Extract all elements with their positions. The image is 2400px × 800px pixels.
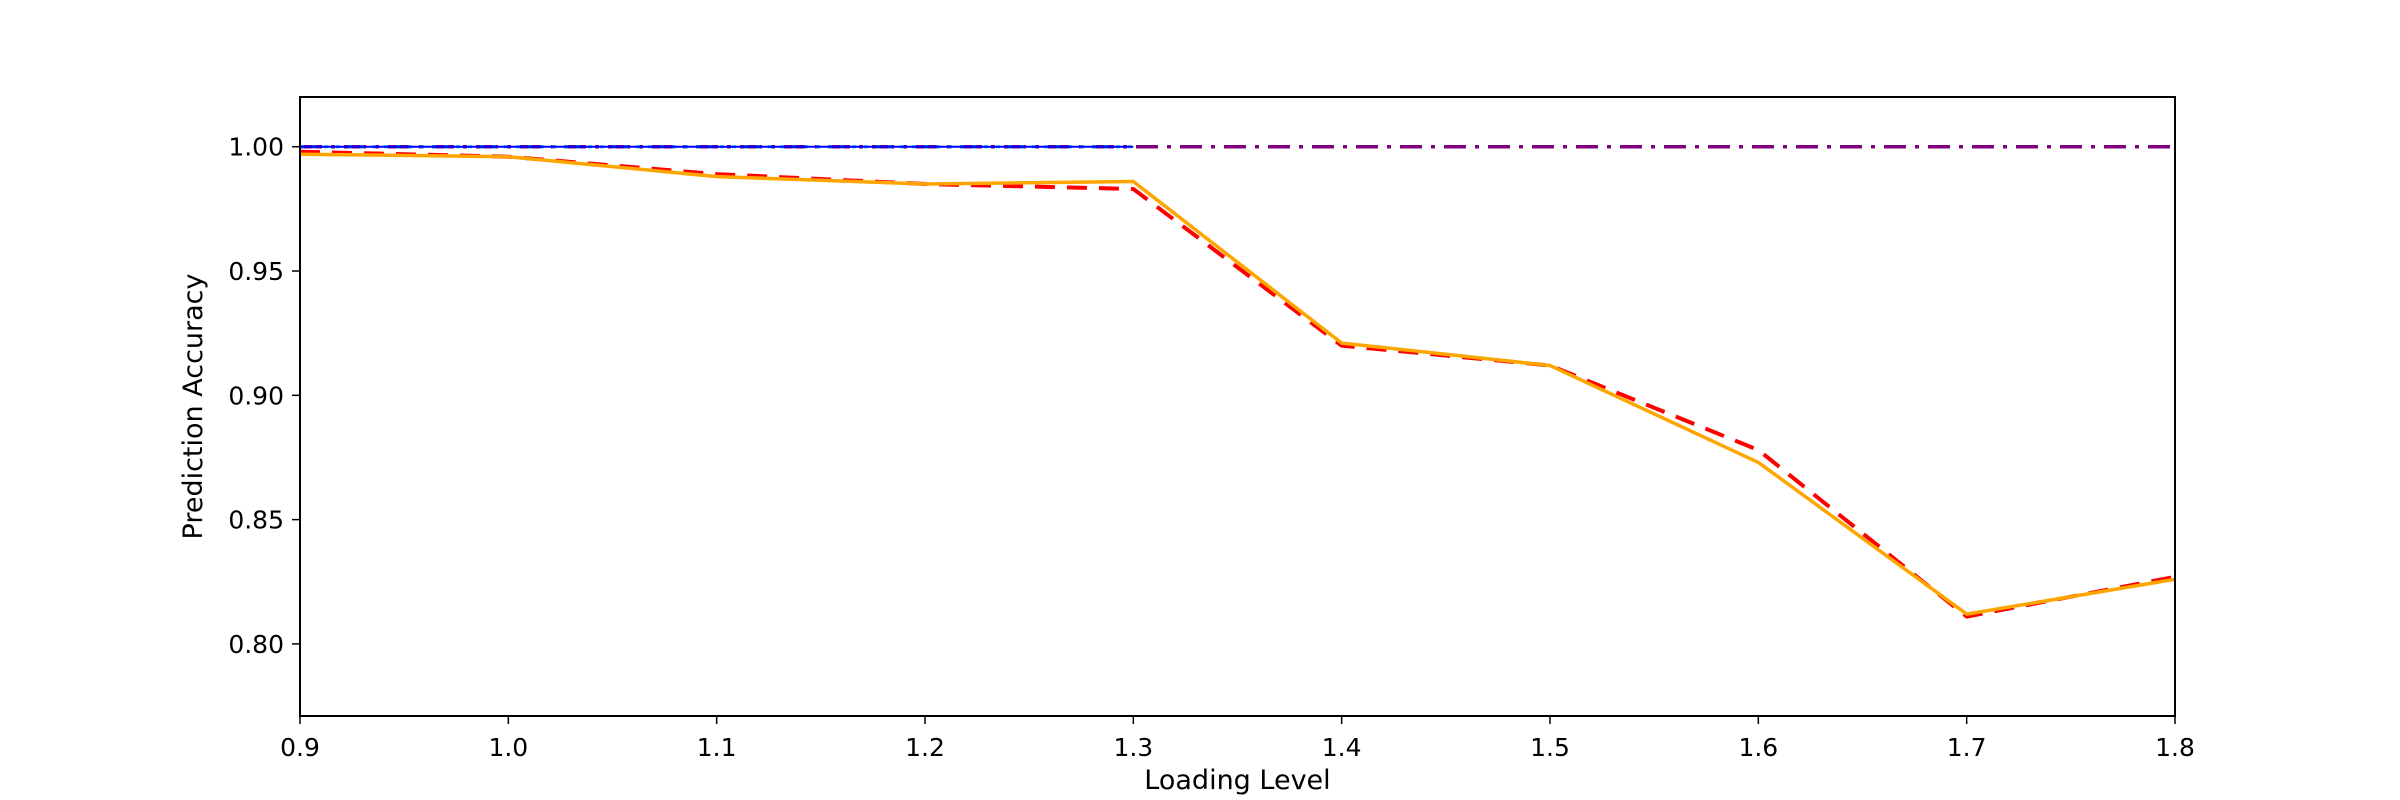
series-line-5 [299, 152, 2176, 616]
x-axis: 0.9 1.0 1.1 1.2 1.3 1.4 1.5 1.6 1.7 1.8 [280, 716, 2195, 762]
y-tick-label: 0.90 [228, 381, 284, 410]
x-tick-label: 1.7 [1947, 733, 1987, 762]
x-axis-label: Loading Level [1144, 765, 1330, 796]
x-tick-label: 0.9 [280, 733, 320, 762]
x-tick-label: 1.6 [1738, 733, 1778, 762]
plot-area-frame [299, 96, 2176, 717]
x-tick-label: 1.4 [1322, 733, 1362, 762]
x-tick-label: 1.0 [488, 733, 528, 762]
series-layer [299, 144, 2176, 619]
x-tick-label: 1.1 [697, 733, 737, 762]
y-axis: 0.80 0.85 0.90 0.95 1.00 [228, 133, 300, 659]
y-tick-label: 0.85 [228, 506, 284, 535]
x-tick-label: 1.8 [2155, 733, 2195, 762]
y-tick-label: 0.80 [228, 630, 284, 659]
x-tick-label: 1.3 [1113, 733, 1153, 762]
x-tick-label: 1.2 [905, 733, 945, 762]
y-tick-label: 0.95 [228, 257, 284, 286]
x-tick-label: 1.5 [1530, 733, 1570, 762]
series-line-4 [299, 149, 2176, 619]
y-axis-label: Prediction Accuracy [178, 273, 209, 539]
y-tick-label: 1.00 [228, 133, 284, 162]
